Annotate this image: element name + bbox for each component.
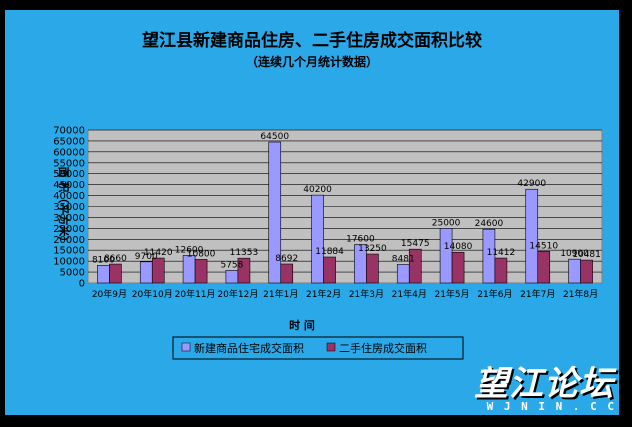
- bar-new-homes: [182, 255, 196, 284]
- data-label-new-homes: 8481: [392, 254, 415, 264]
- gridlines: [88, 129, 602, 273]
- bar-resale-homes: [408, 248, 422, 284]
- bar-resale-homes: [194, 259, 208, 284]
- data-label-new-homes: 8100: [92, 255, 115, 265]
- data-label-new-homes: 10900: [560, 249, 589, 259]
- data-label-resale-homes: 15475: [401, 239, 430, 249]
- bar-new-homes: [225, 270, 239, 284]
- y-tick-label: 45000: [53, 180, 85, 191]
- forum-watermark: 望江论坛 W J N I N . C C: [434, 356, 626, 418]
- bar-resale-homes: [580, 259, 593, 284]
- data-label-new-homes: 64500: [260, 132, 289, 142]
- bar-new-homes: [568, 258, 581, 284]
- y-tick-label: 55000: [53, 158, 85, 169]
- bar-new-homes: [139, 261, 153, 284]
- legend-label-resale-homes: 二手住房成交面积: [339, 341, 427, 355]
- data-label-resale-homes: 13250: [358, 244, 387, 254]
- bar-resale-homes: [494, 257, 508, 284]
- data-label-new-homes: 5758: [220, 260, 243, 270]
- bar-resale-homes: [451, 251, 465, 284]
- x-tick-label: 21年8月: [563, 288, 598, 300]
- y-tick-label: 60000: [53, 147, 85, 158]
- data-label-new-homes: 12600: [175, 245, 204, 255]
- legend: 新建商品住宅成交面积 二手住房成交面积: [172, 336, 464, 360]
- y-tick-label: 10000: [53, 257, 85, 268]
- x-tick-label: 21年1月: [263, 288, 298, 300]
- legend-swatch-new-homes: [181, 342, 191, 352]
- x-axis-title: 时 间: [289, 318, 315, 332]
- bar-new-homes: [97, 264, 110, 284]
- bar-resale-homes: [237, 257, 251, 284]
- x-tick-label: 21年5月: [434, 288, 469, 300]
- watermark-logo-text: 望江论坛: [474, 364, 614, 404]
- bar-new-homes: [439, 228, 453, 284]
- data-label-new-homes: 24600: [475, 219, 504, 229]
- y-tick-label: 35000: [53, 202, 85, 213]
- bar-resale-homes: [323, 256, 336, 284]
- chart-title: 望江县新建商品住房、二手住房成交面积比较: [142, 30, 482, 51]
- data-label-resale-homes: 11353: [230, 248, 259, 258]
- watermark-url: W J N I N . C C: [486, 400, 616, 413]
- x-tick-label: 21年3月: [349, 288, 384, 300]
- data-label-resale-homes: 11420: [144, 248, 173, 258]
- y-tick-label: 5000: [60, 268, 85, 279]
- data-label-new-homes: 25000: [432, 218, 461, 228]
- bar-resale-homes: [366, 253, 379, 284]
- bar-resale-homes: [109, 263, 122, 284]
- bar-new-homes: [268, 141, 282, 284]
- x-axis-ticks: 20年9月 20年10月 20年11月 20年12月 21年1月 21年2月 21年3月 21…: [92, 288, 598, 300]
- x-tick-label: 20年11月: [175, 288, 216, 300]
- y-axis-title: 面 积（平方米）: [57, 167, 71, 248]
- y-tick-label: 0: [79, 279, 85, 290]
- x-tick-label: 20年12月: [217, 288, 258, 300]
- chart-subtitle: （连续几个月统计数据）: [246, 54, 378, 69]
- legend-swatch-resale-homes: [326, 342, 336, 352]
- data-label-resale-homes: 11412: [487, 248, 516, 258]
- legend-label-new-homes: 新建商品住宅成交面积: [194, 341, 304, 355]
- x-tick-label: 20年10月: [132, 288, 173, 300]
- data-label-resale-homes: 10481: [572, 250, 601, 260]
- data-label-new-homes: 17600: [346, 235, 375, 245]
- bar-new-homes: [396, 264, 410, 284]
- data-label-resale-homes: 10800: [187, 249, 216, 259]
- data-label-resale-homes: 8692: [275, 254, 298, 264]
- bar-new-homes: [525, 188, 539, 284]
- bar-resale-homes: [280, 263, 294, 284]
- y-axis-ticks: 0500010000150002000025000300003500040000…: [53, 126, 85, 290]
- bar-new-homes: [311, 194, 324, 284]
- x-tick-label: 21年7月: [520, 288, 555, 300]
- y-tick-label: 40000: [53, 191, 85, 202]
- y-tick-label: 25000: [53, 224, 85, 235]
- y-tick-label: 30000: [53, 213, 85, 224]
- x-tick-label: 21年4月: [392, 288, 427, 300]
- bars: [97, 141, 593, 284]
- data-label-new-homes: 40200: [303, 185, 332, 195]
- data-label-resale-homes: 8660: [104, 254, 127, 264]
- data-label-resale-homes: 11884: [315, 247, 344, 257]
- bar-new-homes: [482, 228, 496, 284]
- y-tick-label: 70000: [53, 126, 85, 137]
- legend-box: [172, 336, 464, 360]
- data-label-resale-homes: 14510: [529, 241, 558, 251]
- y-tick-label: 65000: [53, 136, 85, 147]
- y-tick-label: 50000: [53, 169, 85, 180]
- bar-resale-homes: [537, 250, 551, 284]
- y-tick-label: 15000: [53, 246, 85, 257]
- x-tick-label: 21年2月: [306, 288, 341, 300]
- data-label-resale-homes: 14080: [444, 242, 473, 252]
- y-tick-label: 20000: [53, 235, 85, 246]
- x-tick-label: 21年6月: [477, 288, 512, 300]
- bar-resale-homes: [151, 257, 165, 284]
- x-tick-label: 20年9月: [92, 288, 127, 300]
- data-label-new-homes: 42900: [517, 179, 546, 189]
- data-label-new-homes: 9700: [135, 252, 158, 262]
